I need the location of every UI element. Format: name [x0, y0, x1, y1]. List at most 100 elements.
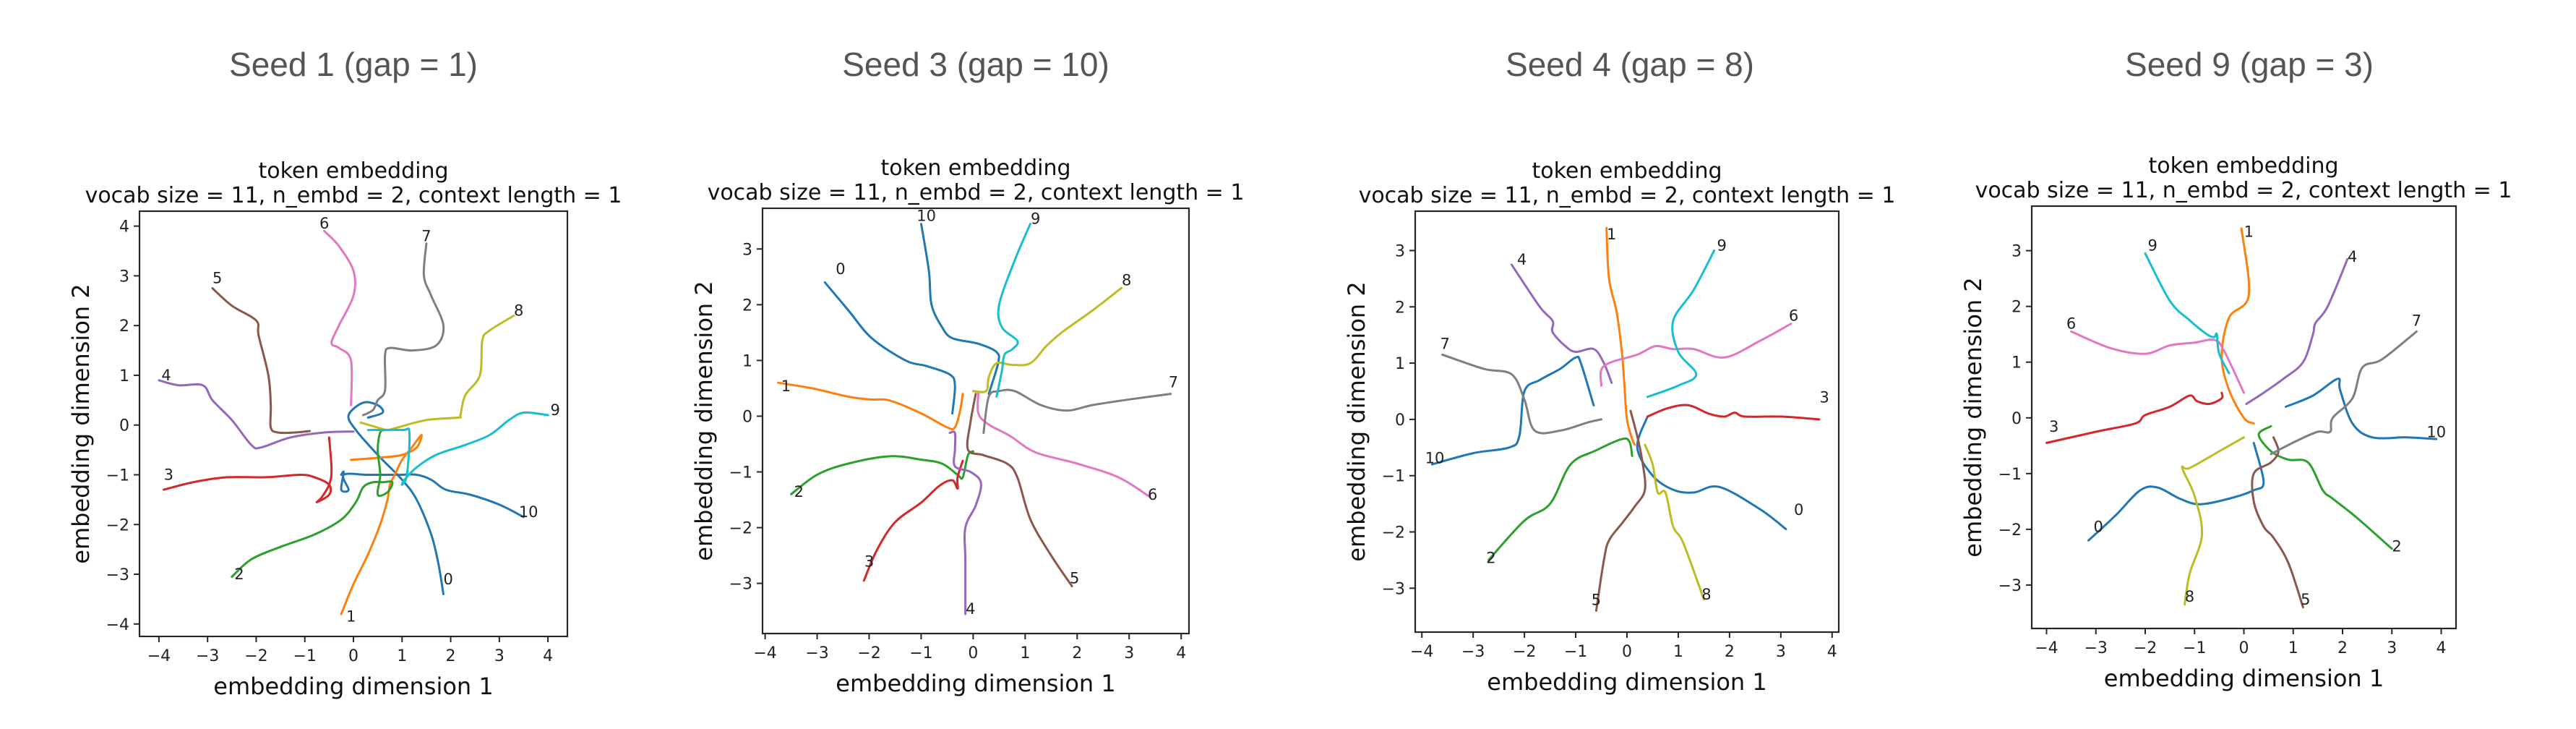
y-tick-label: 2 [2012, 299, 2022, 317]
y-tick-label: 0 [1395, 412, 1405, 430]
token-label-0: 0 [443, 571, 452, 588]
trajectory-token-10 [920, 223, 1000, 396]
token-label-6: 6 [1148, 486, 1157, 503]
token-label-4: 4 [2348, 248, 2357, 265]
x-tick-label: −4 [147, 647, 171, 665]
x-tick-label: −1 [1564, 643, 1587, 661]
trajectory-token-1 [340, 434, 423, 615]
token-label-10: 10 [1425, 450, 1445, 467]
token-label-4: 4 [966, 600, 975, 618]
y-tick-label: 1 [119, 367, 129, 385]
y-tick-label: 2 [1395, 299, 1405, 317]
token-label-6: 6 [1789, 307, 1798, 325]
axes-title-line1: token embedding [258, 158, 448, 184]
trajectory-token-10 [2285, 378, 2438, 440]
token-label-1: 1 [781, 378, 791, 395]
token-label-9: 9 [1031, 210, 1040, 228]
token-label-4: 4 [1517, 251, 1527, 268]
x-tick-label: −2 [2134, 639, 2157, 657]
token-label-3: 3 [164, 466, 173, 483]
y-tick-label: −3 [1382, 580, 1405, 598]
token-label-2: 2 [2392, 538, 2401, 555]
y-tick-label: 4 [119, 218, 129, 236]
x-tick-label: 0 [2239, 639, 2249, 657]
x-tick-label: −2 [1513, 643, 1536, 661]
trajectory-token-7 [2270, 330, 2418, 456]
token-label-3: 3 [2049, 418, 2058, 435]
token-label-8: 8 [1701, 586, 1711, 603]
token-label-0: 0 [2093, 519, 2103, 536]
trajectory-token-9 [1646, 250, 1716, 398]
token-label-5: 5 [2301, 591, 2310, 608]
token-label-5: 5 [1070, 570, 1079, 587]
x-tick-label: −2 [244, 647, 267, 665]
x-axis-label: embedding dimension 1 [2104, 665, 2384, 692]
y-axis-label: embedding dimension 2 [1959, 277, 1987, 557]
trajectory-token-4 [1510, 263, 1613, 384]
y-tick-label: −3 [106, 566, 129, 584]
y-tick-label: −1 [1998, 466, 2022, 484]
trajectory-token-3 [862, 459, 964, 582]
y-tick-label: −2 [1998, 521, 2022, 540]
axes-title-line2: vocab size = 11, n_embd = 2, context len… [1975, 178, 2512, 203]
trajectory-token-9 [366, 411, 549, 486]
trajectory-token-5 [211, 287, 311, 435]
x-tick-label: 4 [543, 647, 553, 665]
x-tick-label: 3 [1124, 644, 1134, 662]
x-axis-label: embedding dimension 1 [836, 670, 1115, 697]
y-tick-label: −2 [729, 520, 752, 538]
axes-title-line1: token embedding [1532, 158, 1722, 184]
trajectory-token-9 [995, 223, 1031, 398]
token-label-10: 10 [519, 503, 538, 521]
token-label-0: 0 [836, 260, 845, 278]
trajectory-token-2 [790, 450, 974, 495]
y-tick-label: 3 [119, 268, 129, 286]
x-tick-label: −1 [909, 644, 932, 662]
token-label-8: 8 [514, 302, 523, 319]
y-axis-label: embedding dimension 2 [1343, 281, 1370, 561]
x-tick-label: 2 [1072, 644, 1082, 662]
token-label-8: 8 [2185, 588, 2194, 605]
x-tick-label: 1 [397, 647, 407, 665]
trajectory-token-8 [1644, 443, 1705, 601]
x-tick-label: 3 [1776, 643, 1786, 661]
x-tick-label: 2 [2337, 639, 2348, 657]
token-label-8: 8 [1122, 271, 1131, 289]
y-tick-label: −1 [106, 466, 129, 485]
trajectory-token-1 [1605, 226, 1636, 446]
trajectory-token-0 [823, 281, 956, 415]
token-label-9: 9 [550, 401, 559, 419]
axes-title-line2: vocab size = 11, n_embd = 2, context len… [1359, 183, 1896, 208]
x-tick-label: 0 [1622, 643, 1632, 661]
trajectory-token-5 [966, 393, 1073, 587]
x-tick-label: −3 [2085, 639, 2108, 657]
token-label-3: 3 [1819, 389, 1829, 406]
seed-title: Seed 3 (gap = 10) [842, 46, 1109, 83]
token-label-0: 0 [1794, 501, 1803, 519]
x-tick-label: 2 [1725, 643, 1735, 661]
seed-title: Seed 4 (gap = 8) [1506, 46, 1754, 83]
token-label-1: 1 [2244, 223, 2254, 240]
x-tick-label: −4 [2035, 639, 2058, 657]
x-tick-label: −1 [2183, 639, 2206, 657]
y-tick-label: −4 [106, 616, 129, 634]
trajectory-token-2 [1487, 437, 1633, 561]
trajectory-token-1 [777, 381, 964, 431]
x-axis-label: embedding dimension 1 [213, 673, 493, 700]
token-label-10: 10 [2426, 424, 2446, 441]
trajectory-token-7 [982, 388, 1172, 435]
token-label-7: 7 [1440, 336, 1449, 353]
trajectory-token-0 [340, 470, 525, 519]
trajectory-token-0 [2087, 441, 2265, 542]
token-label-10: 10 [916, 208, 936, 225]
x-tick-label: 0 [968, 644, 978, 662]
token-label-5: 5 [1592, 592, 1601, 609]
trajectory-token-4 [2245, 257, 2349, 405]
y-tick-label: 1 [2012, 354, 2022, 372]
token-label-1: 1 [1607, 226, 1616, 243]
